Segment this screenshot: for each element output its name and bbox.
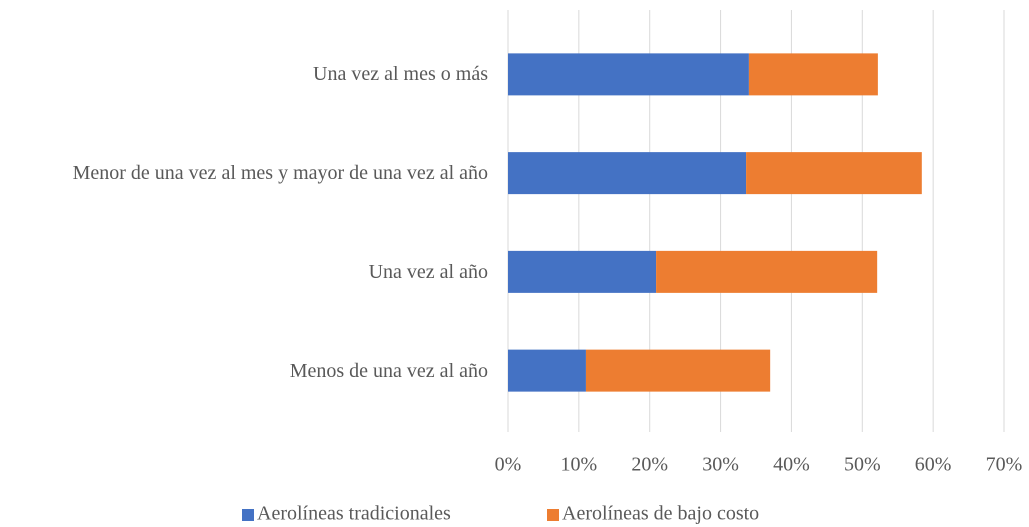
y-tick-label: Una vez al año	[368, 260, 488, 283]
bar-segment	[748, 53, 878, 96]
x-tick-label: 0%	[495, 454, 522, 476]
bar-segment	[508, 53, 749, 96]
category-label-box: Menos de una vez al año	[0, 356, 488, 386]
bar-segment	[508, 349, 586, 392]
legend-label: Aerolíneas tradicionales	[257, 503, 451, 525]
legend-label: Aerolíneas de bajo costo	[562, 503, 759, 525]
y-tick-label: Una vez al mes o más	[313, 63, 488, 86]
y-tick-label: Menos de una vez al año	[289, 359, 488, 382]
bar-segment	[656, 250, 878, 293]
x-tick-label: 30%	[702, 454, 739, 476]
legend-swatch	[547, 509, 559, 521]
legend-swatch	[242, 509, 254, 521]
x-tick-label: 60%	[915, 454, 952, 476]
bar-segment	[508, 250, 657, 293]
category-label-box: Menor de una vez al mes y mayor de una v…	[0, 158, 488, 188]
category-label-box: Una vez al año	[0, 257, 488, 287]
category-label-box: Una vez al mes o más	[0, 59, 488, 89]
bar-segment	[585, 349, 771, 392]
x-tick-label: 70%	[986, 454, 1023, 476]
bar-segment	[746, 152, 922, 195]
y-tick-label: Menor de una vez al mes y mayor de una v…	[72, 162, 488, 185]
x-tick-label: 50%	[844, 454, 881, 476]
x-tick-label: 40%	[773, 454, 810, 476]
x-tick-label: 20%	[631, 454, 668, 476]
x-tick-label: 10%	[561, 454, 598, 476]
bar-segment	[508, 152, 747, 195]
